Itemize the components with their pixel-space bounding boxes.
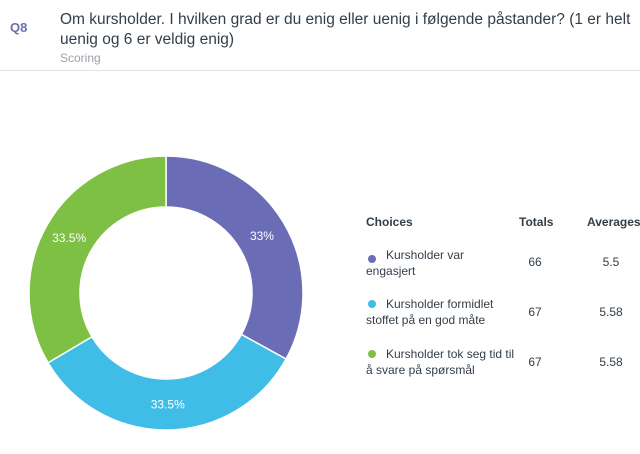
- legend-row-average: 5.58: [599, 305, 623, 319]
- legend-row-average: 5.5: [602, 255, 620, 269]
- question-title: Om kursholder. I hvilken grad er du enig…: [60, 11, 631, 48]
- header-divider: [0, 70, 640, 71]
- slice-percent-label: 33.5%: [151, 397, 185, 411]
- legend-header-totals: Totals: [519, 215, 554, 229]
- legend-row: Kursholder var engasjert 66 5.5: [366, 247, 640, 287]
- legend-row-total: 67: [528, 355, 542, 369]
- legend-header-averages: Averages: [587, 215, 640, 229]
- legend-color-dot: [368, 255, 376, 263]
- legend-color-dot: [368, 350, 376, 358]
- question-number: Q8: [10, 20, 28, 35]
- slice-percent-label: 33%: [250, 229, 274, 243]
- legend-color-dot: [368, 300, 376, 308]
- legend-row: Kursholder tok seg tid til å svare på sp…: [366, 346, 640, 386]
- donut-slice[interactable]: [165, 155, 304, 361]
- legend-header-choices: Choices: [366, 215, 413, 229]
- legend-row-label: Kursholder formidlet stoffet på en god m…: [366, 297, 494, 327]
- legend-row-label: Kursholder var engasjert: [366, 248, 465, 278]
- donut-slice[interactable]: [47, 333, 288, 431]
- donut-slice[interactable]: [28, 155, 167, 364]
- legend-row-label: Kursholder tok seg tid til å svare på sp…: [366, 347, 515, 377]
- question-type: Scoring: [60, 51, 101, 65]
- donut-chart: 33% 33.5% 33.5%: [28, 155, 304, 431]
- legend-row-total: 66: [528, 255, 542, 269]
- slice-percent-label: 33.5%: [52, 231, 86, 245]
- legend-row-average: 5.58: [599, 355, 623, 369]
- legend-row-total: 67: [528, 305, 542, 319]
- legend-row: Kursholder formidlet stoffet på en god m…: [366, 296, 640, 336]
